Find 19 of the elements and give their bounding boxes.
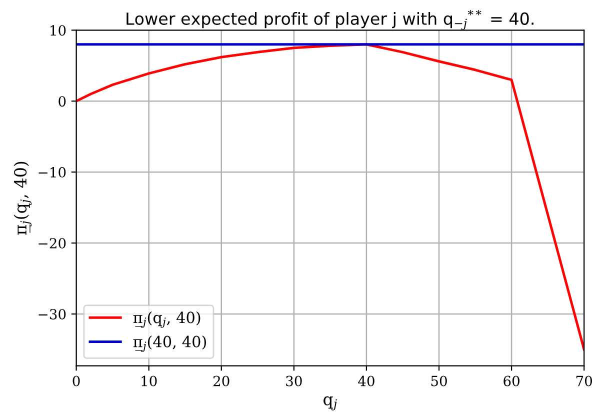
y-axis-title: π̲$_{j}$(q$_{j}$, 40) xyxy=(14,162,32,235)
y-tick-label: −20 xyxy=(38,238,66,249)
x-tick-label: 50 xyxy=(431,376,447,386)
y-tick-label: 10 xyxy=(50,25,66,36)
legend-label: π̲$_{j}$(40, 40) xyxy=(133,336,206,352)
line-series xyxy=(76,43,584,351)
x-tick-label: 40 xyxy=(358,376,374,386)
y-tick-label: −30 xyxy=(38,308,66,320)
x-tick-label: 60 xyxy=(504,376,520,386)
y-tick-label: −10 xyxy=(38,167,66,178)
x-tick-label: 30 xyxy=(286,376,302,386)
x-tick-label: 10 xyxy=(142,376,157,386)
x-tick-label: 70 xyxy=(576,376,592,386)
legend-label: π̲$_{j}$(q$_{j}$, 40) xyxy=(133,311,200,328)
x-tick-label: 20 xyxy=(213,376,230,386)
chart-title: Lower expected profit of player j with q$_{−j}$$^{**}$ = 40. xyxy=(126,10,534,30)
x-tick-label: 0 xyxy=(72,376,80,386)
x-axis-title: q$_{j}$ xyxy=(324,396,337,410)
y-tick-label: 0 xyxy=(58,96,66,107)
